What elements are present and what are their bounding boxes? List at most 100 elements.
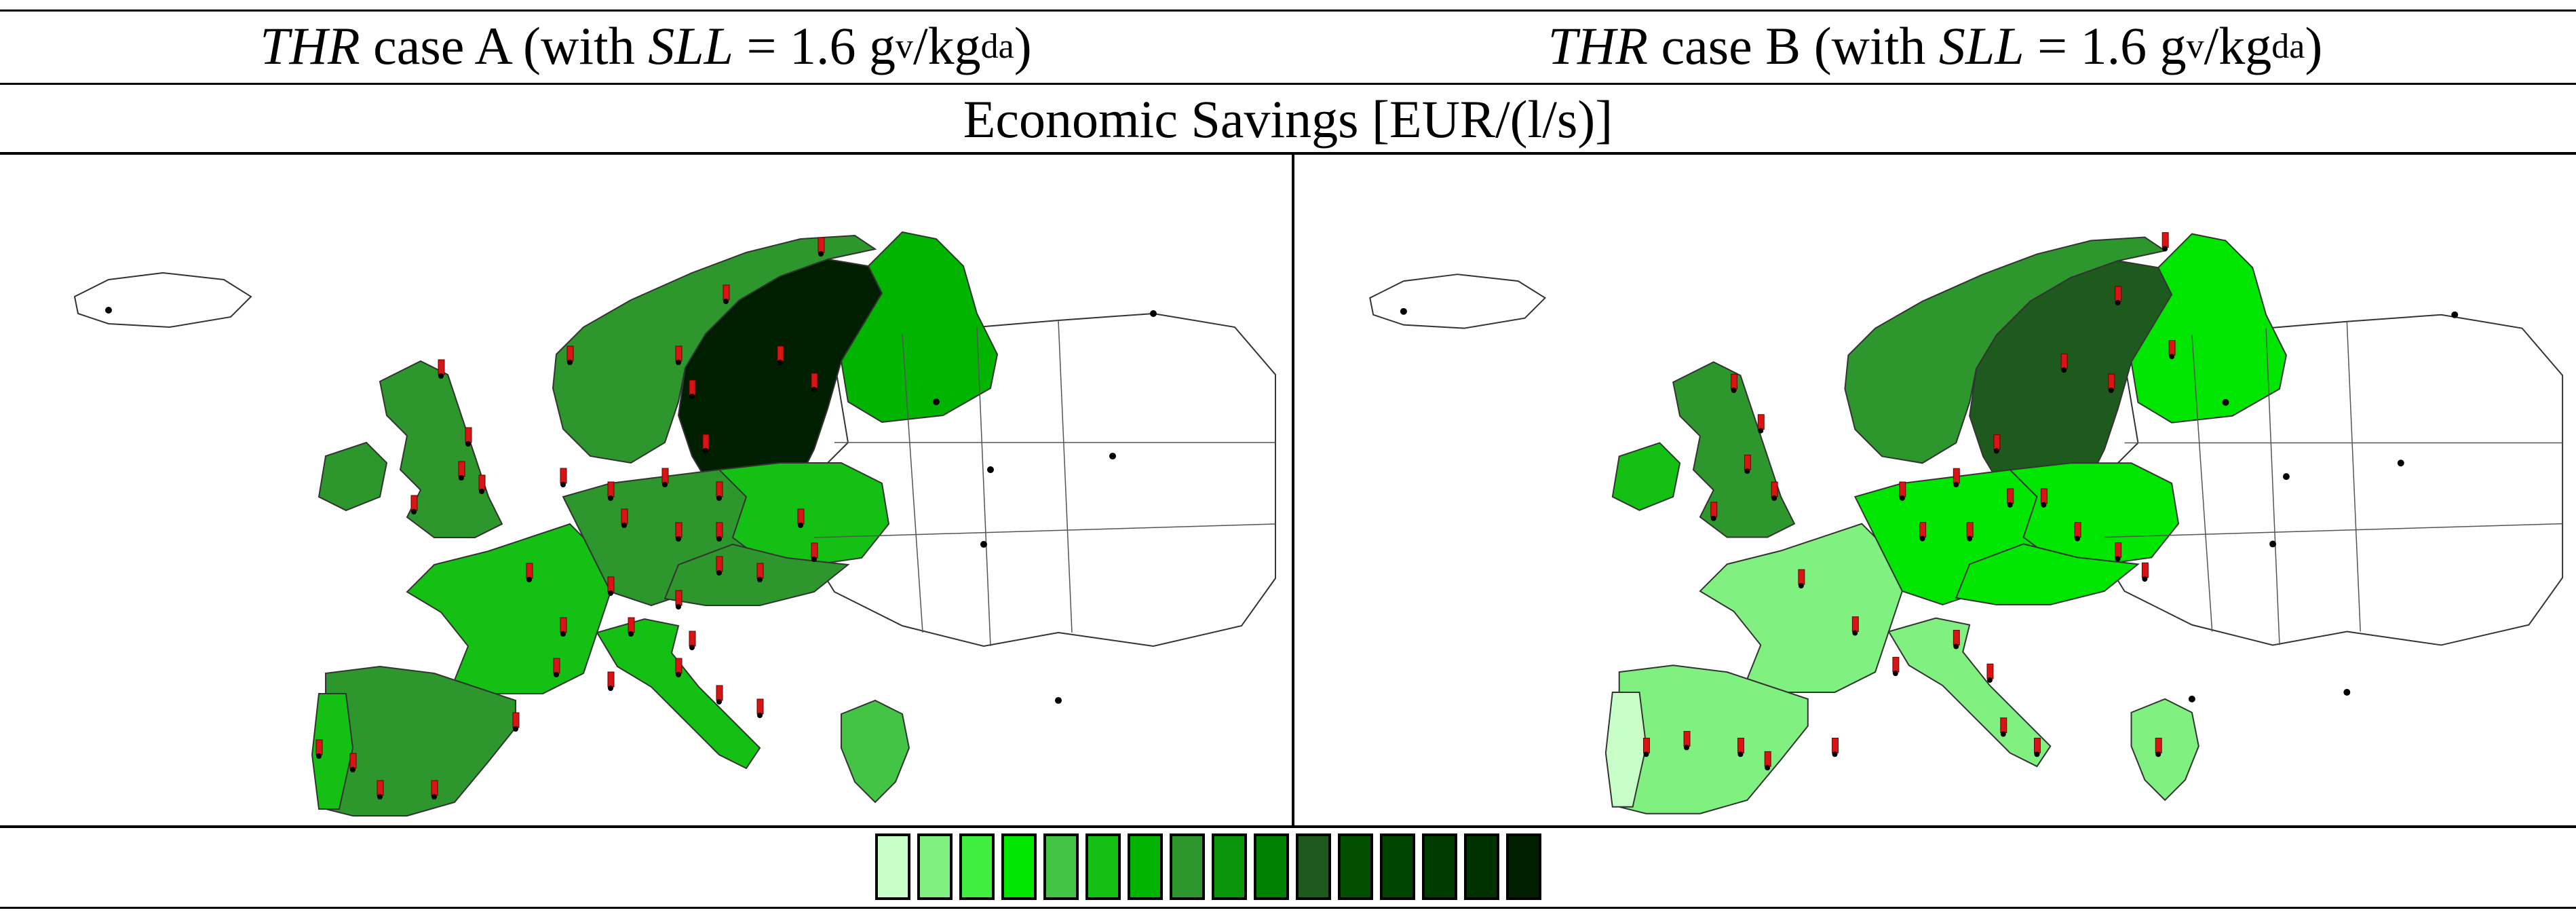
legend-swatch-3: [959, 833, 995, 900]
header-case-b-sep: /kg: [2204, 16, 2272, 75]
location-marker: [661, 468, 669, 487]
location-marker: [553, 658, 560, 677]
location-marker: [560, 617, 567, 637]
city-dot: [2397, 459, 2404, 467]
location-marker: [2115, 542, 2122, 562]
location-marker: [2034, 737, 2041, 757]
location-marker: [1744, 454, 1751, 474]
location-marker: [1798, 569, 1805, 589]
border-line: [1058, 320, 1073, 633]
region-italy: [596, 618, 761, 770]
panel-divider: [1292, 153, 1294, 825]
region-portugal-coast: [1604, 691, 1647, 808]
section-title: Economic Savings [EUR/(l/s)]: [963, 90, 1613, 149]
bottom-map-rule: [0, 825, 2576, 828]
color-scale-legend: [875, 833, 1541, 900]
location-marker: [1953, 630, 1960, 650]
location-marker: [818, 237, 825, 257]
location-marker: [689, 631, 696, 650]
location-marker: [702, 434, 710, 453]
legend-swatch-6: [1085, 833, 1121, 900]
location-marker: [1683, 731, 1691, 751]
header-case-a-mid: case A (with: [360, 16, 649, 75]
location-marker: [607, 576, 615, 596]
location-marker: [2155, 737, 2162, 757]
border-line: [2104, 523, 2563, 538]
location-marker: [1771, 481, 1778, 501]
header-rule: [0, 83, 2576, 85]
region-ireland: [1611, 442, 1681, 511]
city-dot: [1055, 697, 1062, 704]
europe-map-case-a: [73, 231, 1276, 817]
legend-swatch-4: [1001, 833, 1037, 900]
city-dot: [105, 307, 112, 314]
border-line: [2191, 335, 2213, 632]
location-marker: [2040, 488, 2048, 508]
region-france: [1699, 523, 1903, 693]
city-dot: [2451, 311, 2459, 318]
region-czech-austria: [1955, 543, 2140, 605]
header-case-b-mid: case B (with: [1647, 16, 1939, 75]
location-marker: [465, 427, 472, 447]
border-line: [813, 523, 1276, 538]
city-dot: [2222, 398, 2229, 406]
city-dot: [1150, 310, 1157, 317]
location-marker: [349, 753, 357, 772]
location-marker: [2141, 562, 2149, 582]
location-marker: [756, 563, 764, 582]
location-marker: [478, 474, 486, 494]
location-marker: [1737, 737, 1744, 757]
location-marker: [716, 481, 723, 501]
location-marker: [1731, 373, 1738, 393]
region-ireland: [318, 441, 388, 512]
location-marker: [811, 373, 818, 392]
location-marker: [675, 590, 683, 609]
location-marker: [1642, 737, 1650, 757]
location-marker: [621, 508, 628, 528]
location-marker: [689, 379, 696, 399]
top-rule: [0, 10, 2576, 12]
location-marker: [607, 671, 615, 691]
location-marker: [377, 780, 384, 800]
location-marker: [566, 345, 574, 365]
location-marker: [410, 495, 418, 514]
header-case-a: THR case A (with SLL = 1.6 g v/kg da): [0, 12, 1292, 80]
header-case-b-thr: THR: [1547, 16, 1648, 75]
region-finland: [840, 231, 999, 424]
region-iceland: [1369, 274, 1547, 329]
header-case-a-eq: = 1.6 g: [733, 16, 896, 75]
legend-swatch-11: [1296, 833, 1331, 900]
region-iceland: [73, 271, 252, 329]
europe-map-case-b: [1369, 232, 2564, 814]
location-marker: [756, 698, 764, 718]
location-marker: [797, 508, 805, 528]
legend-swatch-14: [1422, 833, 1457, 900]
location-marker: [716, 685, 723, 705]
location-marker: [2108, 373, 2115, 393]
city-dot: [933, 398, 940, 405]
city-dot: [987, 466, 994, 473]
legend-swatch-10: [1254, 833, 1289, 900]
city-dot: [1109, 453, 1116, 459]
city-dot: [2188, 695, 2195, 702]
city-dot: [2269, 540, 2277, 548]
location-marker: [1966, 522, 1974, 542]
location-marker: [1851, 616, 1859, 636]
location-marker: [438, 359, 445, 379]
location-marker: [607, 481, 615, 501]
location-marker: [675, 522, 683, 542]
location-marker: [1764, 751, 1771, 771]
region-uk: [379, 360, 503, 538]
legend-swatch-15: [1464, 833, 1499, 900]
location-marker: [1757, 414, 1765, 434]
location-marker: [2000, 717, 2007, 737]
location-marker: [2115, 286, 2122, 305]
location-marker: [1919, 522, 1927, 542]
location-marker: [560, 468, 567, 487]
location-marker: [811, 542, 818, 562]
region-italy: [1887, 617, 2052, 768]
location-marker: [458, 461, 465, 481]
location-marker: [512, 712, 520, 732]
location-marker: [526, 563, 533, 582]
region-finland: [2130, 233, 2287, 424]
